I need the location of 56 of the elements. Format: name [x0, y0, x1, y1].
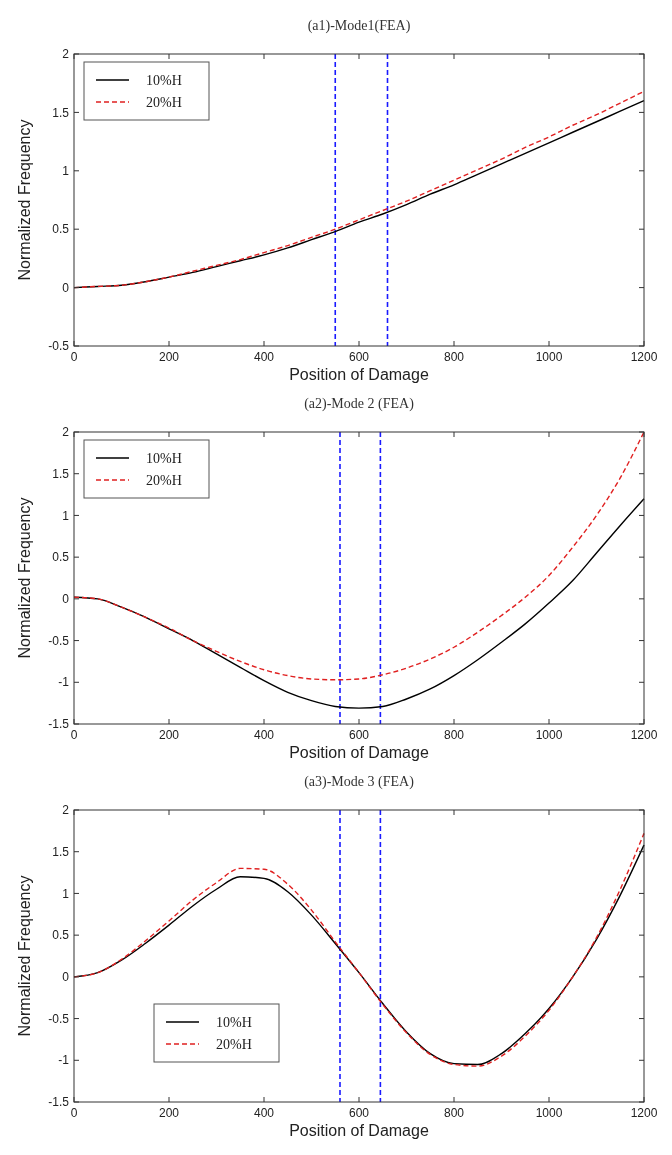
chart-title: (a2)-Mode 2 (FEA): [304, 396, 415, 412]
y-tick-label: 1.5: [52, 105, 70, 120]
x-tick-label: 1200: [630, 350, 658, 364]
y-tick-label: -1.5: [48, 1095, 70, 1110]
x-tick-label: 1000: [535, 1106, 563, 1120]
legend-label: 10%H: [146, 450, 182, 466]
y-tick-label: 0.5: [52, 928, 70, 943]
legend-label: 20%H: [216, 1036, 252, 1052]
x-axis-title: Position of Damage: [289, 744, 429, 761]
x-tick-label: 1000: [535, 350, 563, 364]
y-tick-label: 0: [62, 280, 70, 295]
x-tick-label: 800: [443, 1106, 465, 1120]
legend-label: 20%H: [146, 94, 182, 110]
x-axis-title: Position of Damage: [289, 366, 429, 383]
y-tick-label: -1: [58, 675, 70, 690]
x-tick-label: 600: [348, 1106, 370, 1120]
y-tick-label: 1: [62, 164, 70, 178]
legend-label: 20%H: [146, 472, 182, 488]
x-axis-title: Position of Damage: [289, 1122, 429, 1139]
x-tick-label: 200: [158, 350, 180, 364]
y-axis-title: Normalized Frequency: [16, 875, 33, 1037]
y-tick-label: 2: [62, 47, 70, 62]
y-axis-title: Normalized Frequency: [16, 119, 33, 281]
x-tick-label: 400: [253, 728, 275, 742]
x-tick-label: 600: [348, 350, 370, 364]
y-tick-label: -0.5: [48, 633, 70, 648]
x-tick-label: 200: [158, 1106, 180, 1120]
x-tick-label: 800: [443, 350, 465, 364]
x-tick-label: 800: [443, 728, 465, 742]
x-tick-label: 600: [348, 728, 370, 742]
y-tick-label: 2: [62, 425, 70, 440]
y-tick-label: 1.5: [52, 466, 70, 481]
y-tick-label: 1.5: [52, 844, 70, 859]
x-tick-label: 1000: [535, 728, 563, 742]
legend-label: 10%H: [146, 72, 182, 88]
chart-title: (a1)-Mode1(FEA): [307, 18, 411, 34]
y-tick-label: 1: [62, 886, 70, 901]
x-tick-label: 400: [253, 1106, 275, 1120]
x-tick-label: 1200: [630, 728, 658, 742]
x-tick-label: 400: [253, 350, 275, 364]
y-axis-title: Normalized Frequency: [16, 497, 33, 659]
x-tick-label: 1200: [630, 1106, 658, 1120]
y-tick-label: 0: [62, 970, 70, 985]
y-tick-label: 2: [62, 803, 70, 818]
y-tick-label: 0.5: [52, 222, 70, 237]
legend-label: 10%H: [216, 1014, 252, 1030]
y-tick-label: -0.5: [48, 1011, 70, 1026]
y-tick-label: -0.5: [48, 339, 70, 354]
chart-title: (a3)-Mode 3 (FEA): [304, 774, 415, 790]
y-tick-label: -1: [58, 1053, 70, 1068]
y-tick-label: 1: [62, 508, 70, 523]
y-tick-label: 0.5: [52, 550, 70, 565]
y-tick-label: -1.5: [48, 717, 70, 732]
y-tick-label: 0: [62, 592, 70, 607]
line-series: [73, 431, 645, 681]
x-tick-label: 200: [158, 728, 180, 742]
